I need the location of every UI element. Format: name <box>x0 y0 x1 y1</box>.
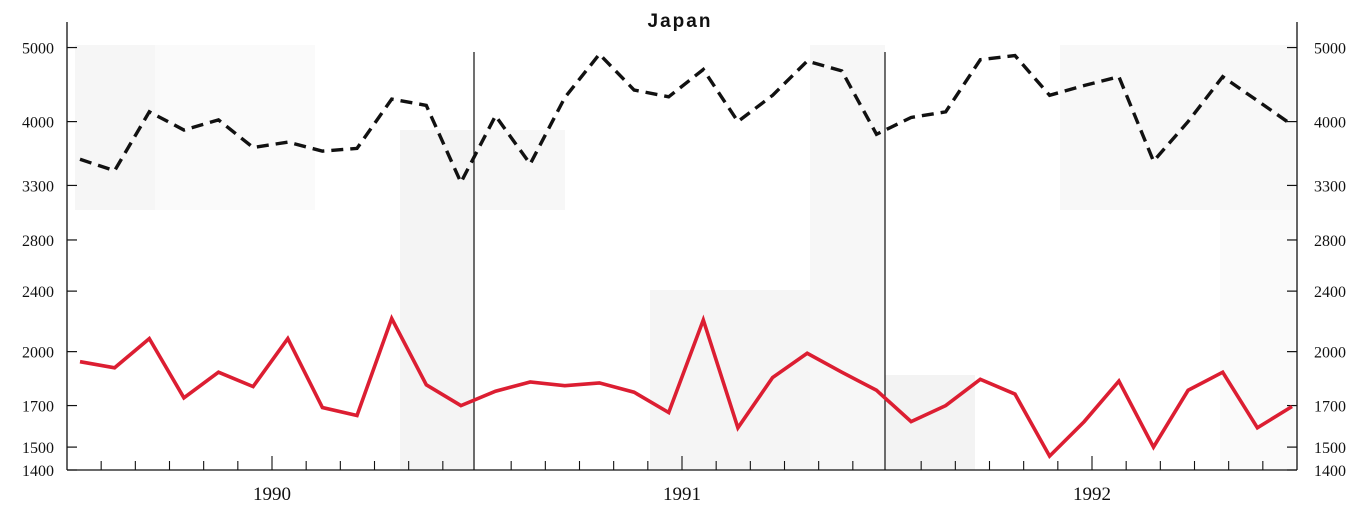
y-tick-label-right: 5000 <box>1314 41 1346 58</box>
series-layer <box>79 51 1293 460</box>
y-tick-label-right: 2400 <box>1314 284 1346 301</box>
y-tick-label-left: 1400 <box>22 463 54 480</box>
y-tick-label-right: 4000 <box>1314 115 1346 132</box>
y-tick-label-left: 5000 <box>22 41 54 58</box>
y-tick-label-right: 1500 <box>1314 440 1346 457</box>
x-tick-label-year: 1990 <box>253 484 291 505</box>
y-tick-label-right: 1700 <box>1314 399 1346 416</box>
series-line-solid <box>79 314 1293 460</box>
y-axis-left-ticks: 1400 1500 1700 2000 2400 2800 3300 4000 5000 <box>22 41 77 480</box>
y-tick-label-left: 2000 <box>22 345 54 362</box>
y-tick-label-left: 1700 <box>22 399 54 416</box>
y-tick-label-right: 2000 <box>1314 345 1346 362</box>
y-tick-label-right: 2800 <box>1314 233 1346 250</box>
y-axis-right-ticks: 1400 1500 1700 2000 2400 2800 3300 4000 5000 <box>1287 41 1346 480</box>
y-tick-label-left: 2800 <box>22 233 54 250</box>
y-tick-label-left: 1500 <box>22 440 54 457</box>
chart-title: Japan <box>648 11 713 32</box>
x-axis-ticks: 1990 1991 1992 <box>100 456 1264 505</box>
x-tick-label-year: 1991 <box>663 484 701 505</box>
y-tick-label-left: 3300 <box>22 178 54 195</box>
series-line-dashed <box>79 51 1293 187</box>
y-tick-label-right: 3300 <box>1314 178 1346 195</box>
background-shading <box>75 45 1295 470</box>
x-tick-label-year: 1992 <box>1073 484 1111 505</box>
y-tick-label-left: 4000 <box>22 115 54 132</box>
y-tick-label-left: 2400 <box>22 284 54 301</box>
y-tick-label-right: 1400 <box>1314 463 1346 480</box>
